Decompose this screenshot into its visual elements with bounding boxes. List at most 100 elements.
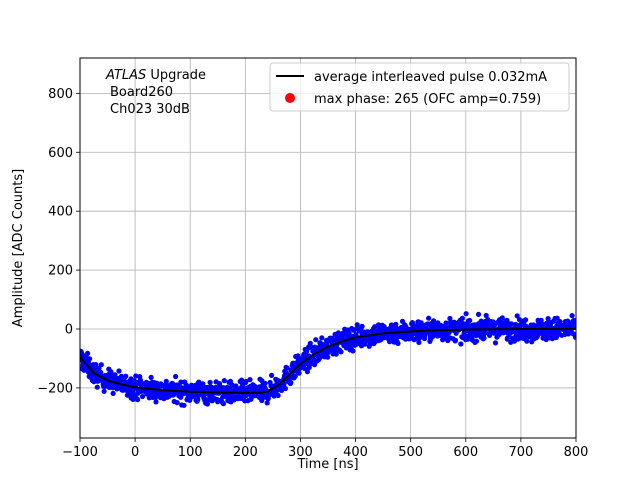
x-tick-label: 0: [131, 445, 139, 460]
scatter-point: [535, 333, 541, 339]
x-tick-label: 200: [233, 445, 258, 460]
scatter-point: [273, 388, 279, 394]
scatter-point: [116, 368, 122, 374]
scatter-point: [354, 322, 360, 328]
scatter-point: [195, 396, 201, 403]
scatter-point: [264, 400, 270, 406]
scatter-point: [85, 350, 91, 356]
legend-entry-max-phase: max phase: 265 (OFC amp=0.759): [314, 92, 541, 107]
scatter-point: [467, 317, 473, 324]
scatter-point: [275, 392, 281, 399]
y-axis-label: Amplitude [ADC Counts]: [11, 169, 26, 327]
scatter-point: [282, 385, 288, 392]
scatter-point: [483, 312, 489, 319]
y-tick-label: 0: [65, 323, 73, 338]
scatter-point: [135, 397, 141, 403]
scatter-point: [346, 330, 352, 336]
scatter-point: [93, 362, 99, 368]
scatter-point: [452, 337, 459, 343]
annotation-line-3: Ch023 30dB: [110, 102, 190, 117]
scatter-point: [395, 340, 401, 346]
scatter-point: [572, 318, 576, 324]
scatter-point: [573, 322, 576, 328]
scatter-point: [475, 311, 482, 317]
scatter-point: [387, 339, 393, 345]
scatter-point: [148, 374, 154, 380]
scatter-point: [463, 311, 469, 317]
scatter-point: [473, 338, 480, 344]
scatter-point: [416, 339, 422, 345]
x-tick-label: 600: [453, 445, 478, 460]
x-axis-ticks: −100 0 100 200 300 400 500 600 700 800: [62, 438, 588, 460]
legend-entry-average: average interleaved pulse 0.032mA: [314, 70, 547, 85]
x-tick-label: 800: [564, 445, 589, 460]
average-pulse-line: [80, 328, 576, 394]
scatter-point: [514, 313, 520, 319]
scatter-point: [311, 362, 318, 368]
y-tick-label: 200: [48, 264, 73, 279]
scatter-point: [313, 337, 319, 343]
scatter-point: [288, 380, 294, 386]
scatter-point: [524, 338, 530, 344]
scatter-point: [487, 332, 493, 338]
x-axis-label: Time [ns]: [296, 457, 358, 472]
scatter-point: [418, 320, 424, 326]
scatter-point: [87, 356, 93, 362]
scatter-point: [110, 390, 116, 396]
scatter-point: [284, 365, 290, 371]
scatter-point: [101, 388, 107, 394]
scatter-point: [443, 320, 449, 326]
x-tick-label: 700: [508, 445, 533, 460]
y-axis-ticks: −200 0 200 400 600 800: [37, 87, 80, 396]
scatter-point: [569, 313, 575, 319]
scatter-point: [98, 369, 104, 375]
x-tick-label: 400: [343, 445, 368, 460]
y-tick-label: 400: [48, 205, 73, 220]
scatter-point: [393, 321, 399, 327]
scatter-point: [304, 369, 310, 375]
scatter-point: [243, 378, 249, 385]
scatter-point: [292, 373, 298, 379]
legend-box: [269, 62, 570, 112]
scatter-point: [139, 393, 146, 400]
scatter-point: [181, 402, 187, 408]
scatter-point: [174, 400, 180, 406]
legend-red-marker: [285, 93, 295, 103]
scatter-point: [523, 317, 529, 323]
scatter-point: [247, 377, 253, 383]
scatter-point: [350, 348, 356, 354]
scatter-point: [163, 378, 169, 384]
plot-data-area: [80, 311, 576, 408]
scatter-point: [572, 334, 576, 340]
x-tick-label: 500: [398, 445, 423, 460]
scatter-point: [504, 317, 510, 323]
scatter-point: [508, 321, 514, 327]
scatter-point: [123, 373, 129, 379]
scatter-point: [359, 323, 365, 329]
y-tick-label: 600: [48, 146, 73, 161]
scatter-point: [492, 340, 499, 346]
scatter-point: [499, 315, 505, 321]
scatter-point: [153, 399, 159, 405]
scatter-point: [94, 384, 100, 390]
scatter-point: [173, 373, 179, 380]
scatter-point: [221, 378, 227, 384]
legend: average interleaved pulse 0.032mA max ph…: [269, 62, 570, 112]
atlas-label: ATLAS: [105, 68, 146, 83]
x-tick-label: 300: [288, 445, 313, 460]
scatter-point: [482, 330, 488, 336]
scatter-point: [220, 401, 226, 407]
scatter-point: [478, 318, 484, 324]
annotation-line-1: ATLAS Upgrade: [105, 68, 206, 83]
x-tick-label: 100: [178, 445, 203, 460]
plot-frame: [79, 57, 577, 439]
scatter-point: [178, 379, 184, 385]
y-tick-label: −200: [37, 381, 73, 396]
scatter-point: [239, 377, 245, 383]
scatter-point: [207, 379, 213, 386]
experiment-annotation: ATLAS Upgrade Board260 Ch023 30dB: [105, 68, 206, 117]
scatter-point: [481, 335, 487, 341]
y-tick-label: 800: [48, 87, 73, 102]
scatter-point: [459, 315, 465, 321]
